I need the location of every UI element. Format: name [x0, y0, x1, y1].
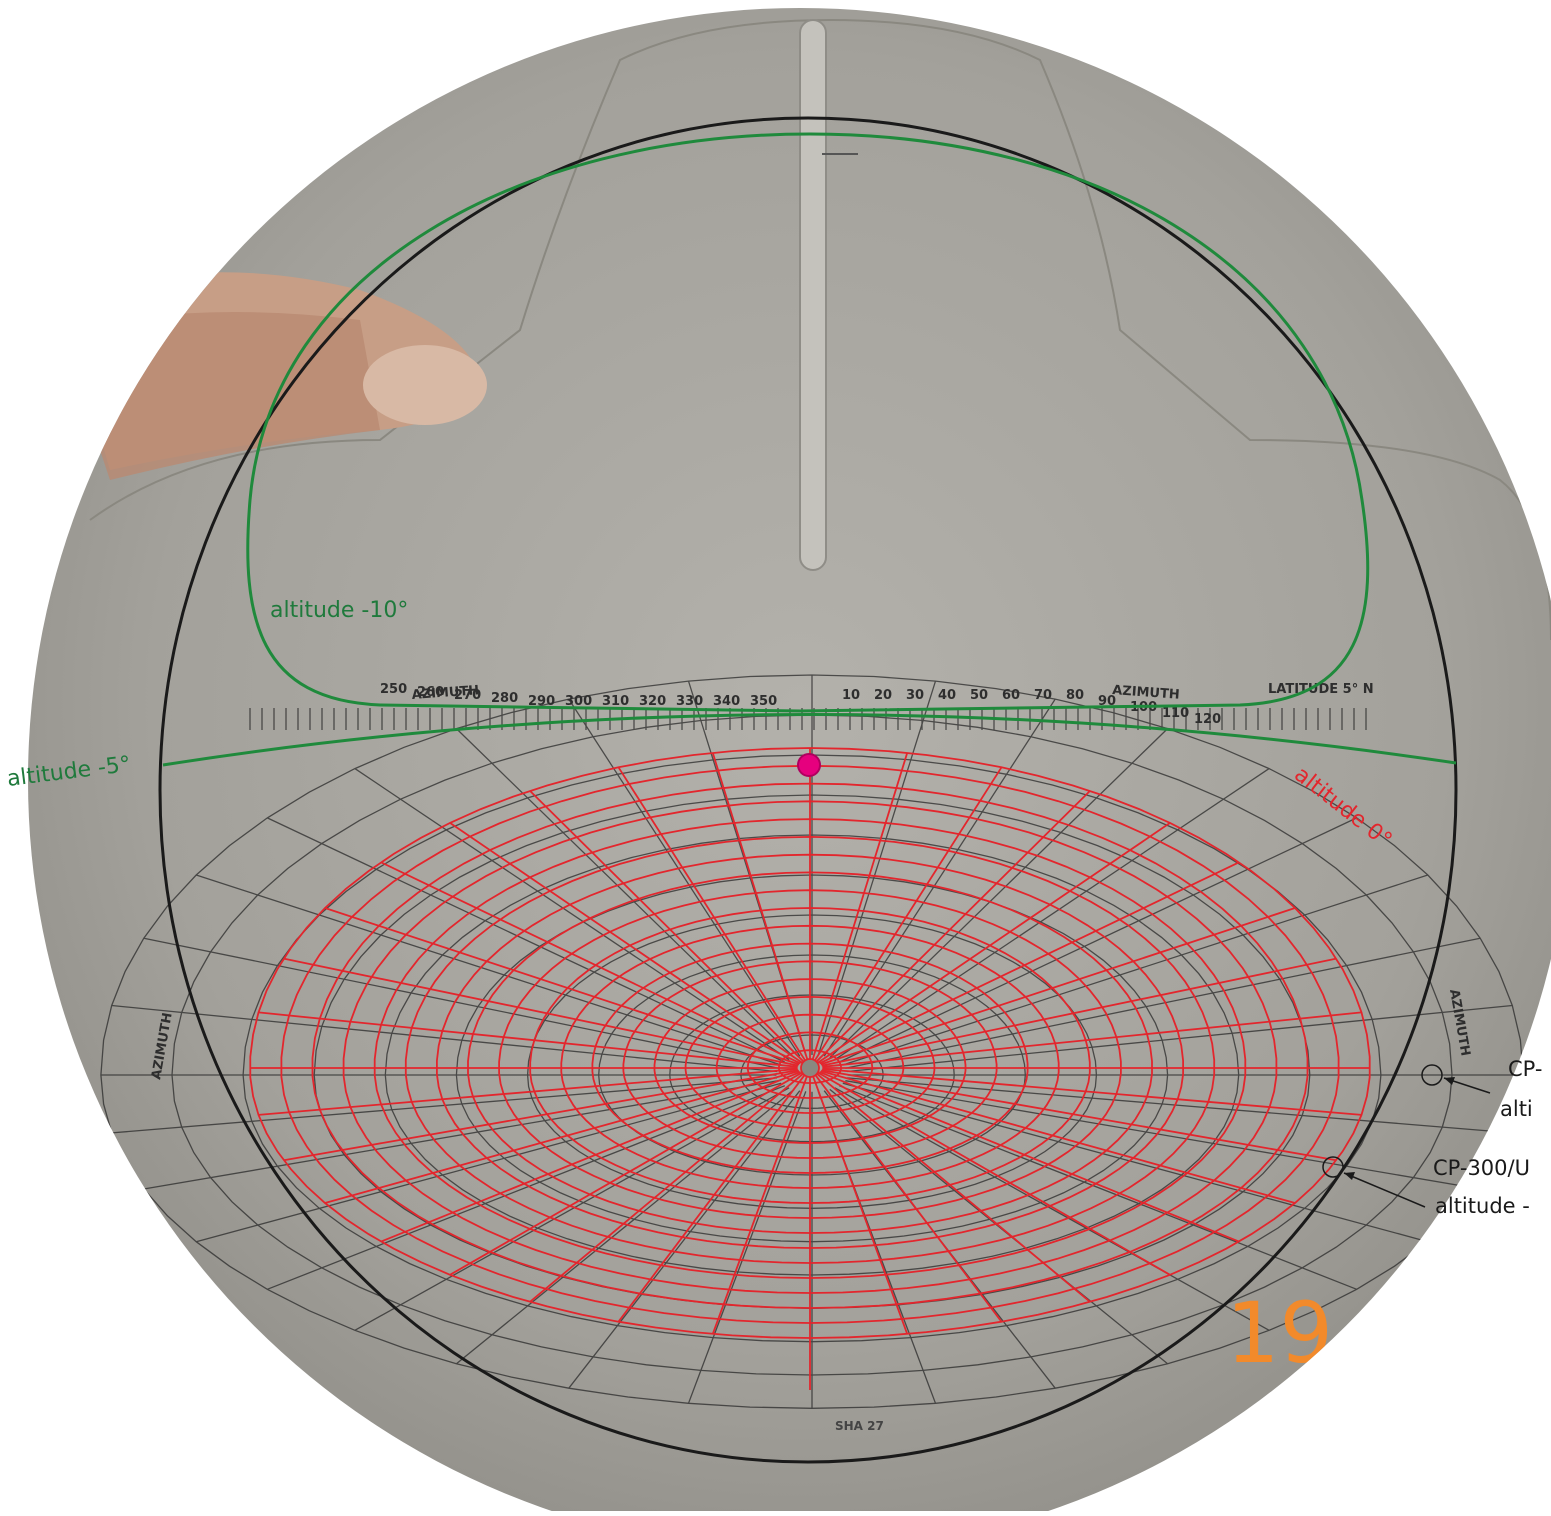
azimuth-tick-label: 120 — [1194, 712, 1221, 727]
azimuth-tick-label: 280 — [491, 691, 518, 706]
pole-marker — [798, 754, 820, 776]
template-slot — [800, 20, 826, 570]
altitude-minus-10-label: altitude -10° — [270, 598, 408, 623]
azimuth-tick-label: 340 — [713, 694, 740, 709]
azimuth-tick-label: 330 — [676, 694, 703, 709]
azimuth-tick-label: 350 — [750, 694, 777, 709]
zenith-hole — [801, 1059, 819, 1077]
azimuth-tick-label: 50 — [970, 688, 988, 703]
azimuth-tick-label: 320 — [639, 694, 666, 709]
latitude-label: LATITUDE 5° N — [1268, 682, 1374, 697]
callout-lower-line1: CP-300/U — [1433, 1156, 1530, 1180]
azimuth-tick-label: 40 — [938, 688, 956, 703]
azimuth-tick-label: 10 — [842, 688, 860, 703]
sha-indicator: SHA 27 — [835, 1419, 884, 1433]
azimuth-tick-label: 70 — [1034, 688, 1052, 703]
azimuth-tick-label: 20 — [874, 688, 892, 703]
callout-lower-line2: altitude - — [1435, 1194, 1530, 1218]
azimuth-tick-label: 80 — [1066, 688, 1084, 703]
azimuth-tick-label: 250 — [380, 682, 407, 697]
callout-upper-line1: CP- — [1508, 1057, 1542, 1081]
callout-upper-line2: alti — [1500, 1097, 1533, 1121]
azimuth-tick-label: 30 — [906, 688, 924, 703]
azimuth-tick-label: 260 — [417, 685, 444, 700]
azimuth-tick-label: 270 — [454, 688, 481, 703]
azimuth-tick-label: 60 — [1002, 688, 1020, 703]
azimuth-tick-label: 110 — [1162, 706, 1189, 721]
big-number: 19 — [1226, 1284, 1333, 1382]
